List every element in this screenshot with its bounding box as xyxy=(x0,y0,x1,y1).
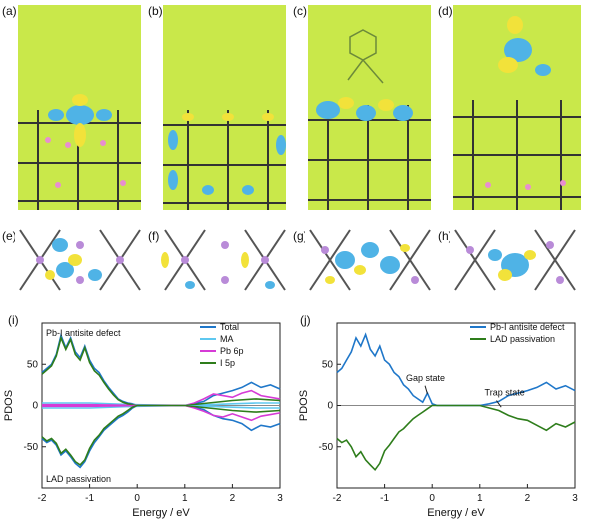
panel-label-e: (e) xyxy=(2,229,17,243)
x-tick-label: 0 xyxy=(134,493,140,504)
charge-density-map-b xyxy=(163,5,286,210)
structure-c-svg xyxy=(308,29,431,210)
structure-h-svg xyxy=(454,229,576,291)
structure-b-svg xyxy=(163,110,286,210)
x-tick-label: 1 xyxy=(182,493,188,504)
structure-e-svg xyxy=(19,229,141,291)
y-tick-label: 50 xyxy=(322,359,334,370)
panel-label-f: (f) xyxy=(148,229,160,243)
trap-state-arrow xyxy=(496,400,502,408)
panel-label-h: (h) xyxy=(438,229,453,243)
pdos-chart-i: -2 -1 0 1 2 3 -50 0 50 Energy / eV PDOS Total MA Pb 6… xyxy=(3,322,283,519)
panel-label-g: (g) xyxy=(293,229,308,243)
series-line-lower-ma xyxy=(42,404,280,409)
series-line-pb-i-antisite-defect xyxy=(336,332,576,407)
y-tick-label: 0 xyxy=(32,401,38,412)
panel-label-b: (b) xyxy=(148,4,163,18)
structure-g-svg xyxy=(309,229,431,291)
panel-label-a: (a) xyxy=(2,4,17,18)
legend-label: Pb-I antisite defect xyxy=(490,322,565,332)
x-tick-label: 3 xyxy=(277,493,283,504)
y-axis-label: PDOS xyxy=(298,390,310,421)
legend-label: I 5p xyxy=(220,358,235,368)
panel-label-j: (j) xyxy=(300,313,311,327)
top-view-f xyxy=(160,220,288,298)
gap-state-arrow xyxy=(424,385,428,395)
legend-label: Total xyxy=(220,322,239,332)
x-axis-label: Energy / eV xyxy=(427,507,485,519)
panel-label-d: (d) xyxy=(438,4,453,18)
structure-a-svg xyxy=(18,94,141,210)
x-tick-label: 0 xyxy=(429,493,435,504)
x-tick-label: 1 xyxy=(477,493,483,504)
top-view-g xyxy=(305,220,435,298)
y-tick-label: 0 xyxy=(327,401,333,412)
panel-label-c: (c) xyxy=(293,4,307,18)
legend-label: LAD passivation xyxy=(490,334,555,344)
annotation-passivation: LAD passivation xyxy=(46,474,111,484)
x-tick-label: -2 xyxy=(38,493,47,504)
y-axis-label: PDOS xyxy=(3,390,15,421)
top-view-h xyxy=(450,220,580,298)
x-tick-label: 2 xyxy=(230,493,236,504)
legend-label: MA xyxy=(220,334,234,344)
annotation-defect: Pb-I antisite defect xyxy=(46,328,121,338)
pdos-chart-j: -2 -1 0 1 2 3 -50 0 50 Energy / eV PDOS Pb-I antisi… xyxy=(298,322,578,519)
structure-f-svg xyxy=(161,229,286,291)
x-tick-label: 2 xyxy=(525,493,531,504)
panel-label-i: (i) xyxy=(8,313,19,327)
x-tick-label: -1 xyxy=(85,493,94,504)
series-line-lower-i-5p xyxy=(41,404,281,466)
charge-density-map-d xyxy=(453,5,581,210)
series-line-lower-total xyxy=(41,404,281,469)
y-tick-label: -50 xyxy=(24,442,39,453)
x-tick-label: 3 xyxy=(572,493,578,504)
series-line-i-5p xyxy=(41,335,281,407)
structure-d-svg xyxy=(453,16,581,210)
x-axis-label: Energy / eV xyxy=(132,507,190,519)
series-line-total xyxy=(41,332,281,407)
x-tick-label: -2 xyxy=(333,493,342,504)
legend-label: Pb 6p xyxy=(220,346,244,356)
x-tick-label: -1 xyxy=(380,493,389,504)
series-line-lad-passivation xyxy=(336,404,576,472)
annotation-trap-state: Trap state xyxy=(485,388,525,398)
y-tick-label: -50 xyxy=(319,442,334,453)
charge-density-map-c xyxy=(308,5,431,210)
y-tick-label: 50 xyxy=(27,359,39,370)
top-view-e xyxy=(15,220,143,298)
charge-density-map-a xyxy=(18,5,141,210)
annotation-gap-state: Gap state xyxy=(406,373,445,383)
